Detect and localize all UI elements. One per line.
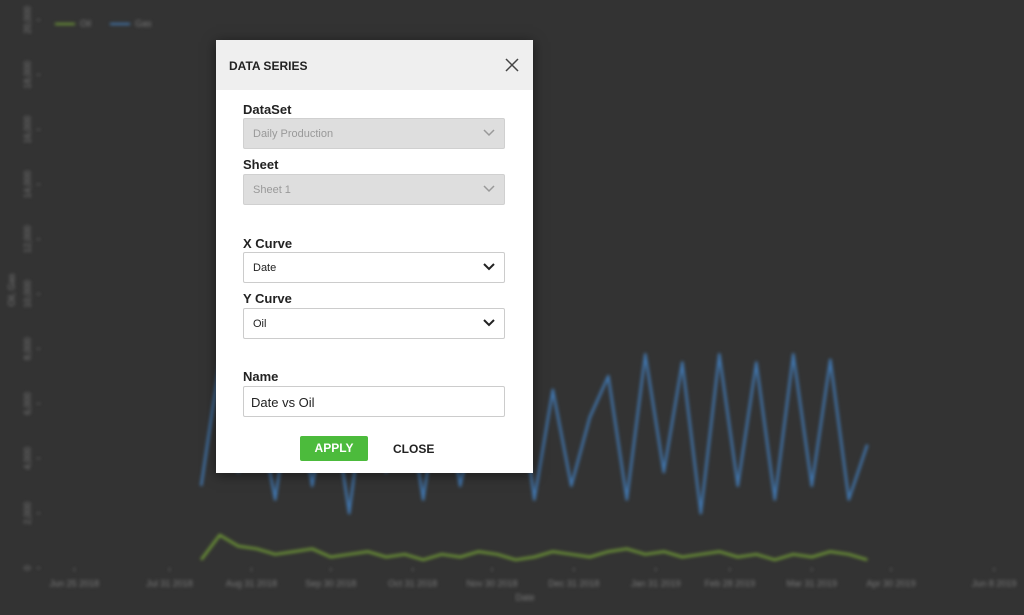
series-line [199,353,869,515]
x-tick-label: Sep 30 2018 [305,578,356,588]
select-value: Sheet 1 [253,184,291,196]
dialog-title: DATA SERIES [229,59,308,73]
close-icon[interactable] [505,58,519,72]
x-tick-label: Jun 25 2018 [50,578,100,588]
apply-button[interactable]: APPLY [300,436,368,461]
field-label: Sheet [243,157,279,172]
y-tick-label: 16,000 [22,116,32,144]
series-line [200,533,868,562]
x-curve-select[interactable]: Date [243,252,505,283]
x-tick-label: Jun 8 2019 [972,578,1017,588]
x-tick-label: Jul 31 2018 [146,578,193,588]
select-value: Daily Production [253,128,334,140]
dataset-select: Daily Production [243,118,505,149]
y-curve-select[interactable]: Oil [243,308,505,339]
x-tick-label: Apr 30 2019 [867,578,916,588]
y-tick-label: 10,000 [22,280,32,308]
y-tick-label: 8,000 [22,338,32,361]
x-tick-label: Nov 30 2018 [466,578,517,588]
y-tick-label: 14,000 [22,171,32,199]
dialog: DATA SERIES DataSet Daily Production She… [216,40,533,473]
x-tick-label: Jan 31 2019 [631,578,681,588]
y-tick-label: 20,000 [22,6,32,34]
y-tick-label: 6,000 [22,392,32,415]
input-value: Date vs Oil [251,395,315,410]
y-tick-label: 12,000 [22,225,32,253]
field-label: DataSet [243,102,292,117]
y-tick-label: 18,000 [22,61,32,89]
field-label: Name [243,369,279,384]
dialog-header: DATA SERIES [216,40,533,90]
close-button[interactable]: CLOSE [393,442,435,456]
field-label: Y Curve [243,291,292,306]
y-tick-label: 4,000 [22,447,32,470]
sheet-select: Sheet 1 [243,174,505,205]
y-tick-label: 0 [22,565,32,570]
x-tick-label: Feb 28 2019 [705,578,756,588]
select-value: Date [253,262,277,274]
y-tick-label: 2,000 [22,502,32,525]
legend-label: Oil [80,18,91,28]
name-input[interactable]: Date vs Oil [243,386,505,417]
y-axis-label: Oil, Gas [6,273,16,306]
x-tick-label: Oct 31 2018 [388,578,437,588]
select-value: Oil [253,318,267,330]
x-tick-label: Aug 31 2018 [226,578,277,588]
x-tick-label: Dec 31 2018 [548,578,599,588]
field-label: X Curve [243,236,293,251]
legend-label: Gas [135,18,152,28]
x-tick-label: Mar 31 2019 [786,578,837,588]
x-axis-label: Date [515,592,534,602]
